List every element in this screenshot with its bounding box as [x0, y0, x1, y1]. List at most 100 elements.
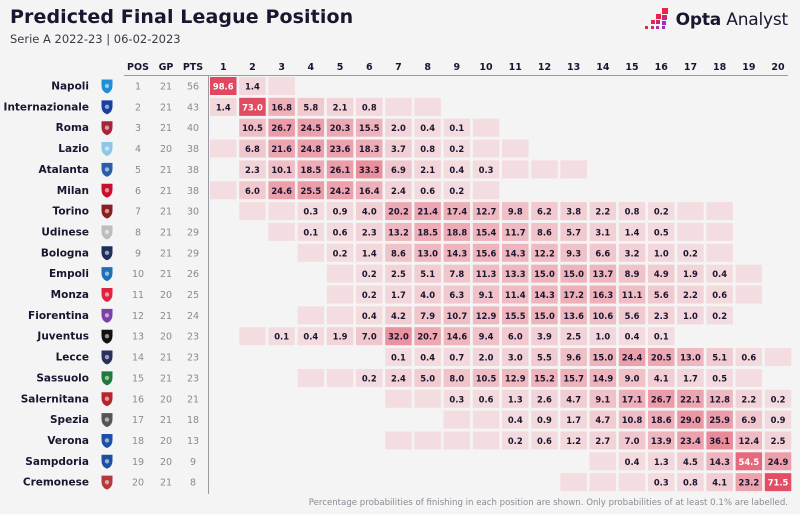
cell-value-label: 12.9 [476, 311, 497, 321]
heatmap-cell [502, 431, 529, 450]
bologna-badge-icon [101, 246, 113, 261]
cell-value-label: 3.2 [625, 248, 640, 258]
cell-value-label: 14.9 [593, 373, 614, 383]
heatmap-cell [472, 264, 500, 283]
cell-value-label: 2.1 [333, 102, 348, 112]
heatmap-cell [589, 264, 617, 283]
heatmap-cell [210, 97, 237, 116]
cell-value-label: 1.9 [683, 269, 698, 279]
cell-value-label: 3.7 [391, 144, 406, 154]
cell-value-label: 0.5 [654, 227, 669, 237]
heatmap-cell [326, 139, 354, 158]
heatmap-cell [472, 202, 500, 221]
heatmap-cell [326, 118, 354, 137]
heatmap-cell [648, 306, 675, 325]
column-header-pos: POS [127, 62, 149, 73]
heatmap-cell [648, 327, 675, 346]
heatmap-cell [677, 285, 704, 304]
cell-value-label: 12.2 [534, 248, 555, 258]
heatmap-cell [356, 139, 383, 158]
cell-value-label: 0.2 [712, 311, 727, 321]
cell-value-label: 0.8 [362, 102, 377, 112]
heatmap-cell [414, 285, 441, 304]
team-name: Empoli [49, 268, 89, 280]
cell-value-label: 0.5 [712, 373, 727, 383]
column-header-position-16: 16 [655, 62, 669, 73]
cell-value-label: 0.2 [508, 436, 523, 446]
stat-gp: 20 [160, 457, 172, 468]
cell-value-label: 0.8 [683, 478, 698, 488]
table-row: Verona 18 20 13 0.2 0.6 1.2 2.7 7.0 13.9 23.4 36.1 1… [47, 431, 792, 450]
cell-value-label: 5.8 [303, 102, 318, 112]
cell-value-label: 0.3 [654, 478, 669, 488]
heatmap-cell [443, 243, 471, 262]
cell-value-label: 26.1 [330, 165, 351, 175]
cell-value-label: 15.0 [534, 311, 555, 321]
heatmap-cell [443, 327, 471, 346]
heatmap-cell [677, 348, 704, 367]
column-header-position-4: 4 [308, 62, 315, 73]
cell-value-label: 0.2 [333, 248, 348, 258]
heatmap-cell [706, 410, 733, 429]
heatmap-cell [472, 285, 500, 304]
cell-value-label: 4.7 [566, 394, 581, 404]
heatmap-cell [356, 97, 383, 116]
stat-gp: 20 [160, 394, 172, 405]
heatmap-cell [414, 181, 441, 200]
team-name: Salernitana [21, 393, 89, 405]
stat-gp: 21 [160, 227, 172, 238]
stat-pos: 5 [135, 165, 141, 176]
heatmap-cell [414, 306, 441, 325]
cell-value-label: 14.3 [709, 457, 730, 467]
cell-value-label: 15.0 [593, 353, 614, 363]
stat-pts: 38 [187, 165, 199, 176]
cell-value-label: 17.4 [447, 207, 468, 217]
heatmap-cell [356, 181, 383, 200]
stat-gp: 21 [160, 186, 172, 197]
cell-value-label: 17.2 [563, 290, 584, 300]
heatmap-cell [735, 473, 763, 492]
heatmap-cell [618, 222, 646, 241]
cell-value-label: 5.5 [537, 353, 552, 363]
cell-value-label: 11.1 [622, 290, 643, 300]
heatmap-cell [443, 160, 471, 179]
heatmap-cell [677, 264, 704, 283]
column-header-position-8: 8 [424, 62, 431, 73]
table-row: Lecce 14 21 23 0.1 0.4 0.7 2.0 3.0 5.5 9.6 15.0 24.4… [56, 348, 792, 367]
cell-value-label: 20.3 [330, 123, 351, 133]
heatmap-cell [239, 327, 266, 346]
cell-value-label: 21.6 [271, 144, 292, 154]
heatmap-cell [735, 264, 763, 283]
heatmap-cell [560, 327, 587, 346]
stat-pts: 38 [187, 186, 199, 197]
cell-value-label: 2.6 [537, 394, 552, 404]
cell-value-label: 10.5 [242, 123, 263, 133]
opta-pixel-icon [644, 8, 668, 29]
team-name: Roma [56, 122, 89, 134]
heatmap-cell [589, 285, 617, 304]
udinese-badge-icon [101, 225, 113, 240]
cell-value-label: 6.3 [449, 290, 464, 300]
heatmap-cell [618, 327, 646, 346]
cell-value-label: 0.6 [537, 436, 552, 446]
heatmap-cell [268, 118, 295, 137]
table-row: Salernitana 16 20 21 0.3 0.6 1.3 2.6 4.7 9.1 17.1 2… [21, 389, 792, 408]
table-row: Bologna 9 21 29 0.2 1.4 8.6 13.0 14.3 15.6 14.3 12.… [41, 243, 733, 262]
cell-value-label: 2.3 [362, 227, 377, 237]
heatmap-cell [385, 368, 412, 387]
cell-value-label: 33.3 [359, 165, 380, 175]
cell-value-label: 0.8 [625, 207, 640, 217]
heatmap-cell [618, 410, 646, 429]
stat-pts: 13 [187, 436, 199, 447]
cell-value-label: 0.2 [771, 394, 786, 404]
heatmap-cell [502, 327, 529, 346]
heatmap-cell [706, 348, 733, 367]
heatmap-cell [618, 431, 646, 450]
heatmap-cell [531, 243, 558, 262]
cell-value-label: 98.6 [213, 82, 234, 92]
table-row: Monza 11 20 25 0.2 1.7 4.0 6.3 9.1 11.4 14.3 17.2 16… [51, 285, 763, 304]
sassuolo-badge-icon [101, 371, 113, 386]
cell-value-label: 11.7 [505, 227, 526, 237]
heatmap-cell [210, 77, 237, 95]
cell-value-label: 9.1 [595, 394, 610, 404]
